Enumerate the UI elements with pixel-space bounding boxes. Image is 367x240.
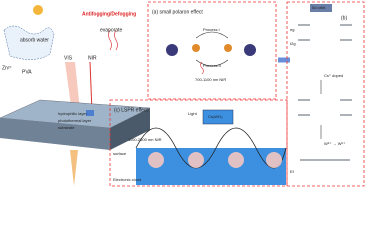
electron-cloud (266, 152, 282, 168)
wave (135, 127, 287, 169)
label: 1100-2500 nm NIR (128, 137, 162, 142)
octahedron (166, 44, 178, 56)
zoom-marker (86, 110, 94, 116)
heat-waves (108, 29, 118, 51)
sun (33, 5, 43, 15)
label: CsₓWO₃ (208, 114, 223, 119)
layer-label: hydrophilic layer (58, 111, 88, 116)
title: Antifogging/Defogging (82, 11, 136, 17)
label: Light (188, 111, 198, 116)
label: Zn²⁺ (2, 65, 13, 71)
slab-side (110, 108, 150, 150)
label: 5d orbit (312, 5, 326, 10)
label: Electronic cloud (113, 177, 141, 182)
pva-network (3, 25, 55, 60)
label: evaporate (100, 27, 122, 33)
label: W⁵⁺ → W⁶⁺ (324, 141, 345, 146)
material-box (202, 109, 234, 125)
label: NIR (88, 55, 97, 61)
label: absorb water (20, 37, 49, 43)
label: PVA (22, 69, 32, 75)
nir-wave (200, 61, 204, 75)
label: surface (113, 151, 127, 156)
label: VIS (64, 55, 73, 61)
slab-front (0, 118, 110, 150)
electron-cloud (228, 152, 244, 168)
label: 700-1100 nm NIR (195, 77, 226, 82)
transmitted-beam (70, 150, 78, 186)
electron-cloud (148, 152, 164, 168)
label: eg (290, 27, 294, 32)
panel-title: (a) small polaron effect (152, 9, 203, 15)
panel-c (109, 99, 288, 187)
label: Process II (203, 63, 221, 68)
panel-b (286, 1, 365, 187)
layer-label: photothermal layer (58, 118, 92, 123)
panel-title: (b) (341, 15, 347, 21)
process-arrows (195, 31, 229, 67)
label: Process I (203, 27, 220, 32)
electron-cloud (188, 152, 204, 168)
orbit-box (310, 4, 332, 12)
atom (224, 44, 232, 52)
layer-label: substrate (58, 125, 75, 130)
atom (192, 44, 200, 52)
panel-title: (c) LSPR effect (114, 107, 148, 113)
label: Ef (290, 169, 295, 174)
figure: Antifogging/Defogging absorb water evapo… (0, 1, 365, 187)
energy-levels (298, 24, 352, 161)
label: Cs⁺ doped (324, 73, 343, 78)
label: t2g (290, 41, 296, 46)
octahedron (244, 44, 256, 56)
panel-a (147, 1, 277, 100)
